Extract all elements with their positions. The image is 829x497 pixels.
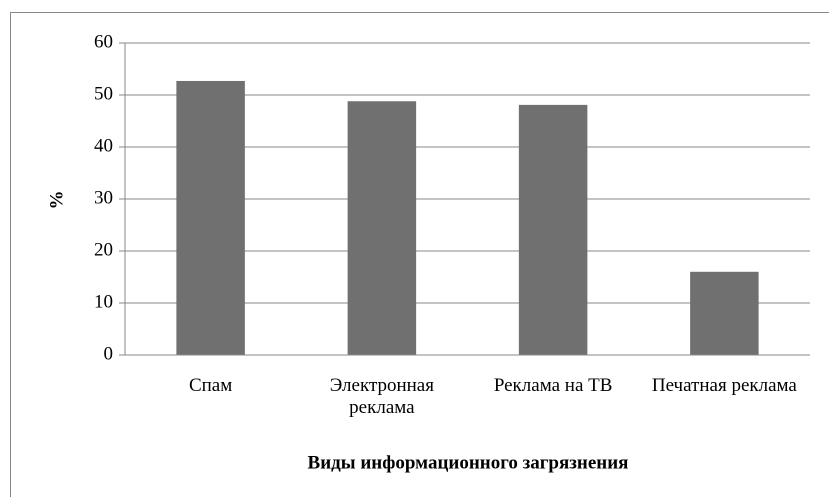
x-tick-label: Спам <box>188 375 233 396</box>
bar <box>690 271 759 355</box>
y-tick-label: 40 <box>94 135 113 156</box>
y-tick-label: 60 <box>94 31 113 52</box>
y-tick-label: 30 <box>94 187 113 208</box>
y-axis-label: % <box>46 191 67 210</box>
y-tick-label: 50 <box>94 83 113 104</box>
chart-frame <box>10 12 829 497</box>
x-tick-label: Печатная реклама <box>651 375 797 396</box>
x-tick-label: Электронная реклама <box>329 375 434 418</box>
bar <box>518 104 588 355</box>
bar <box>347 101 417 356</box>
y-tick-label: 10 <box>94 291 113 312</box>
x-tick-label: Реклама на ТВ <box>493 375 613 396</box>
bar <box>176 80 245 356</box>
y-tick-label: 0 <box>104 343 114 364</box>
y-tick-label: 20 <box>94 239 113 260</box>
x-axis-label: Виды информационного загрязнения <box>308 452 629 473</box>
